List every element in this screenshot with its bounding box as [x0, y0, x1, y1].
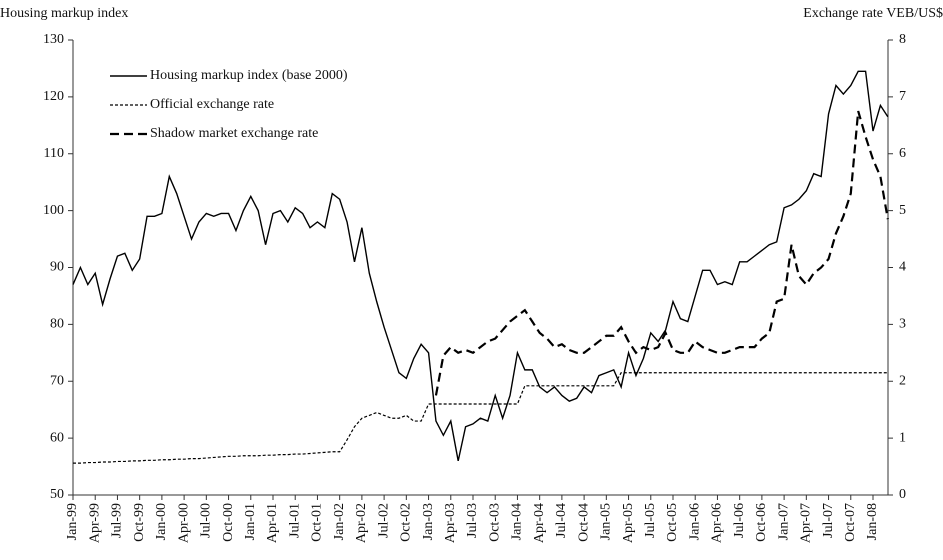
x-tick-label: Jan-03: [421, 503, 436, 540]
x-tick-label: Apr-07: [799, 503, 814, 543]
x-tick-label: Jul-05: [643, 503, 658, 538]
x-tick-label: Oct-03: [487, 503, 502, 542]
x-tick-label: Jan-00: [154, 503, 169, 540]
x-tick-label: Jan-04: [510, 503, 525, 540]
x-tick-label: Apr-00: [176, 503, 191, 543]
x-tick-label: Apr-03: [443, 503, 458, 543]
series-line: [72, 70, 889, 462]
x-tick-label: Apr-05: [621, 503, 636, 543]
x-tick-label: Apr-02: [354, 503, 369, 543]
y-tick-label: 60: [50, 430, 64, 445]
y-tick-label: 100: [43, 203, 64, 218]
y-axis-title: Housing markup index: [0, 6, 128, 21]
legend-label: Shadow market exchange rate: [150, 126, 318, 141]
y2-tick-label: 5: [899, 203, 906, 218]
series-line: [73, 372, 888, 464]
x-tick-label: Oct-02: [399, 503, 414, 542]
legend-label: Official exchange rate: [150, 97, 274, 112]
y2-tick-label: 3: [899, 317, 906, 332]
x-tick-label: Oct-06: [754, 503, 769, 542]
x-tick-label: Jul-99: [110, 503, 125, 538]
x-tick-label: Apr-04: [532, 503, 547, 543]
legend-label: Housing markup index (base 2000): [150, 68, 348, 83]
x-tick-label: Jan-07: [776, 503, 791, 540]
y2-tick-label: 1: [899, 430, 906, 445]
y-tick-label: 50: [50, 487, 64, 502]
x-tick-label: Oct-07: [843, 503, 858, 542]
x-tick-label: Oct-04: [576, 503, 591, 542]
series-line: [434, 110, 889, 396]
x-tick-label: Jan-05: [599, 503, 614, 540]
y-tick-label: 70: [50, 373, 64, 388]
x-tick-label: Jul-04: [554, 503, 569, 538]
x-tick-label: Jul-06: [732, 503, 747, 538]
y2-tick-label: 6: [899, 146, 906, 161]
y2-tick-label: 4: [899, 260, 906, 275]
y2-tick-label: 7: [899, 89, 906, 104]
y-tick-label: 120: [43, 89, 64, 104]
x-tick-label: Jan-01: [243, 503, 258, 540]
x-tick-label: Oct-05: [665, 503, 680, 542]
x-tick-label: Jul-02: [376, 503, 391, 538]
x-tick-label: Oct-00: [221, 503, 236, 542]
x-tick-label: Oct-01: [310, 503, 325, 542]
x-tick-label: Jan-06: [687, 503, 702, 540]
x-tick-label: Jul-07: [821, 503, 836, 538]
y-tick-label: 130: [43, 32, 64, 47]
y2-tick-label: 0: [899, 487, 906, 502]
y-tick-label: 80: [50, 317, 64, 332]
y2-axis-title: Exchange rate VEB/US$: [803, 6, 943, 21]
x-tick-label: Oct-99: [132, 503, 147, 542]
x-tick-label: Jan-08: [865, 503, 880, 540]
y2-tick-label: 8: [899, 32, 906, 47]
y-tick-label: 110: [44, 146, 64, 161]
y2-tick-label: 2: [899, 373, 906, 388]
y-tick-label: 90: [50, 260, 64, 275]
x-tick-label: Jan-99: [65, 503, 80, 540]
x-tick-label: Jul-03: [465, 503, 480, 538]
x-tick-label: Jul-01: [287, 503, 302, 538]
x-tick-label: Apr-99: [87, 503, 102, 543]
x-tick-label: Jul-00: [199, 503, 214, 538]
x-tick-label: Apr-06: [710, 503, 725, 543]
x-tick-label: Apr-01: [265, 503, 280, 543]
x-tick-label: Jan-02: [332, 503, 347, 540]
